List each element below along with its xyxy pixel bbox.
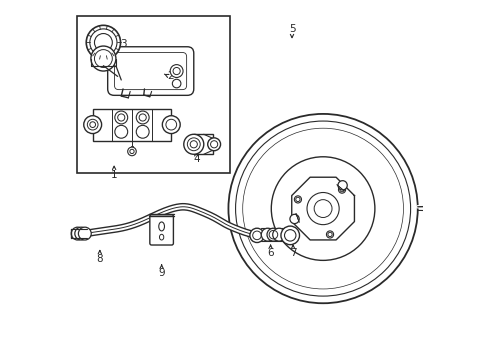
Circle shape <box>170 64 183 77</box>
Bar <box>77 16 230 173</box>
Circle shape <box>289 214 299 224</box>
Circle shape <box>115 111 127 124</box>
Text: 7: 7 <box>289 248 296 258</box>
Circle shape <box>294 196 301 203</box>
FancyBboxPatch shape <box>107 47 193 95</box>
Circle shape <box>249 228 264 243</box>
FancyBboxPatch shape <box>149 215 173 245</box>
Text: 4: 4 <box>193 154 199 164</box>
Circle shape <box>207 138 220 151</box>
Circle shape <box>439 202 448 211</box>
Circle shape <box>272 228 285 241</box>
Text: 1: 1 <box>111 170 117 180</box>
Circle shape <box>172 79 181 88</box>
Text: 5: 5 <box>288 24 295 34</box>
Ellipse shape <box>159 234 163 240</box>
Circle shape <box>326 231 333 238</box>
Ellipse shape <box>159 222 164 231</box>
Circle shape <box>136 125 149 138</box>
Bar <box>93 109 171 141</box>
Circle shape <box>136 111 149 124</box>
Circle shape <box>91 46 116 71</box>
Circle shape <box>337 181 346 190</box>
Circle shape <box>83 116 102 134</box>
Text: 8: 8 <box>96 253 103 264</box>
Circle shape <box>261 228 274 241</box>
Circle shape <box>86 25 121 60</box>
Circle shape <box>115 125 127 138</box>
Bar <box>193 134 213 154</box>
Circle shape <box>228 114 417 303</box>
Circle shape <box>162 116 180 134</box>
Circle shape <box>306 193 339 225</box>
Text: 2: 2 <box>167 71 174 81</box>
Circle shape <box>78 227 91 240</box>
Circle shape <box>338 186 345 193</box>
Circle shape <box>127 147 136 156</box>
Text: 3: 3 <box>120 39 126 49</box>
Circle shape <box>183 134 203 154</box>
Circle shape <box>75 227 87 240</box>
Circle shape <box>281 226 299 245</box>
Circle shape <box>71 227 84 240</box>
Circle shape <box>266 228 279 241</box>
Text: 9: 9 <box>158 267 164 278</box>
Text: 6: 6 <box>267 248 273 258</box>
